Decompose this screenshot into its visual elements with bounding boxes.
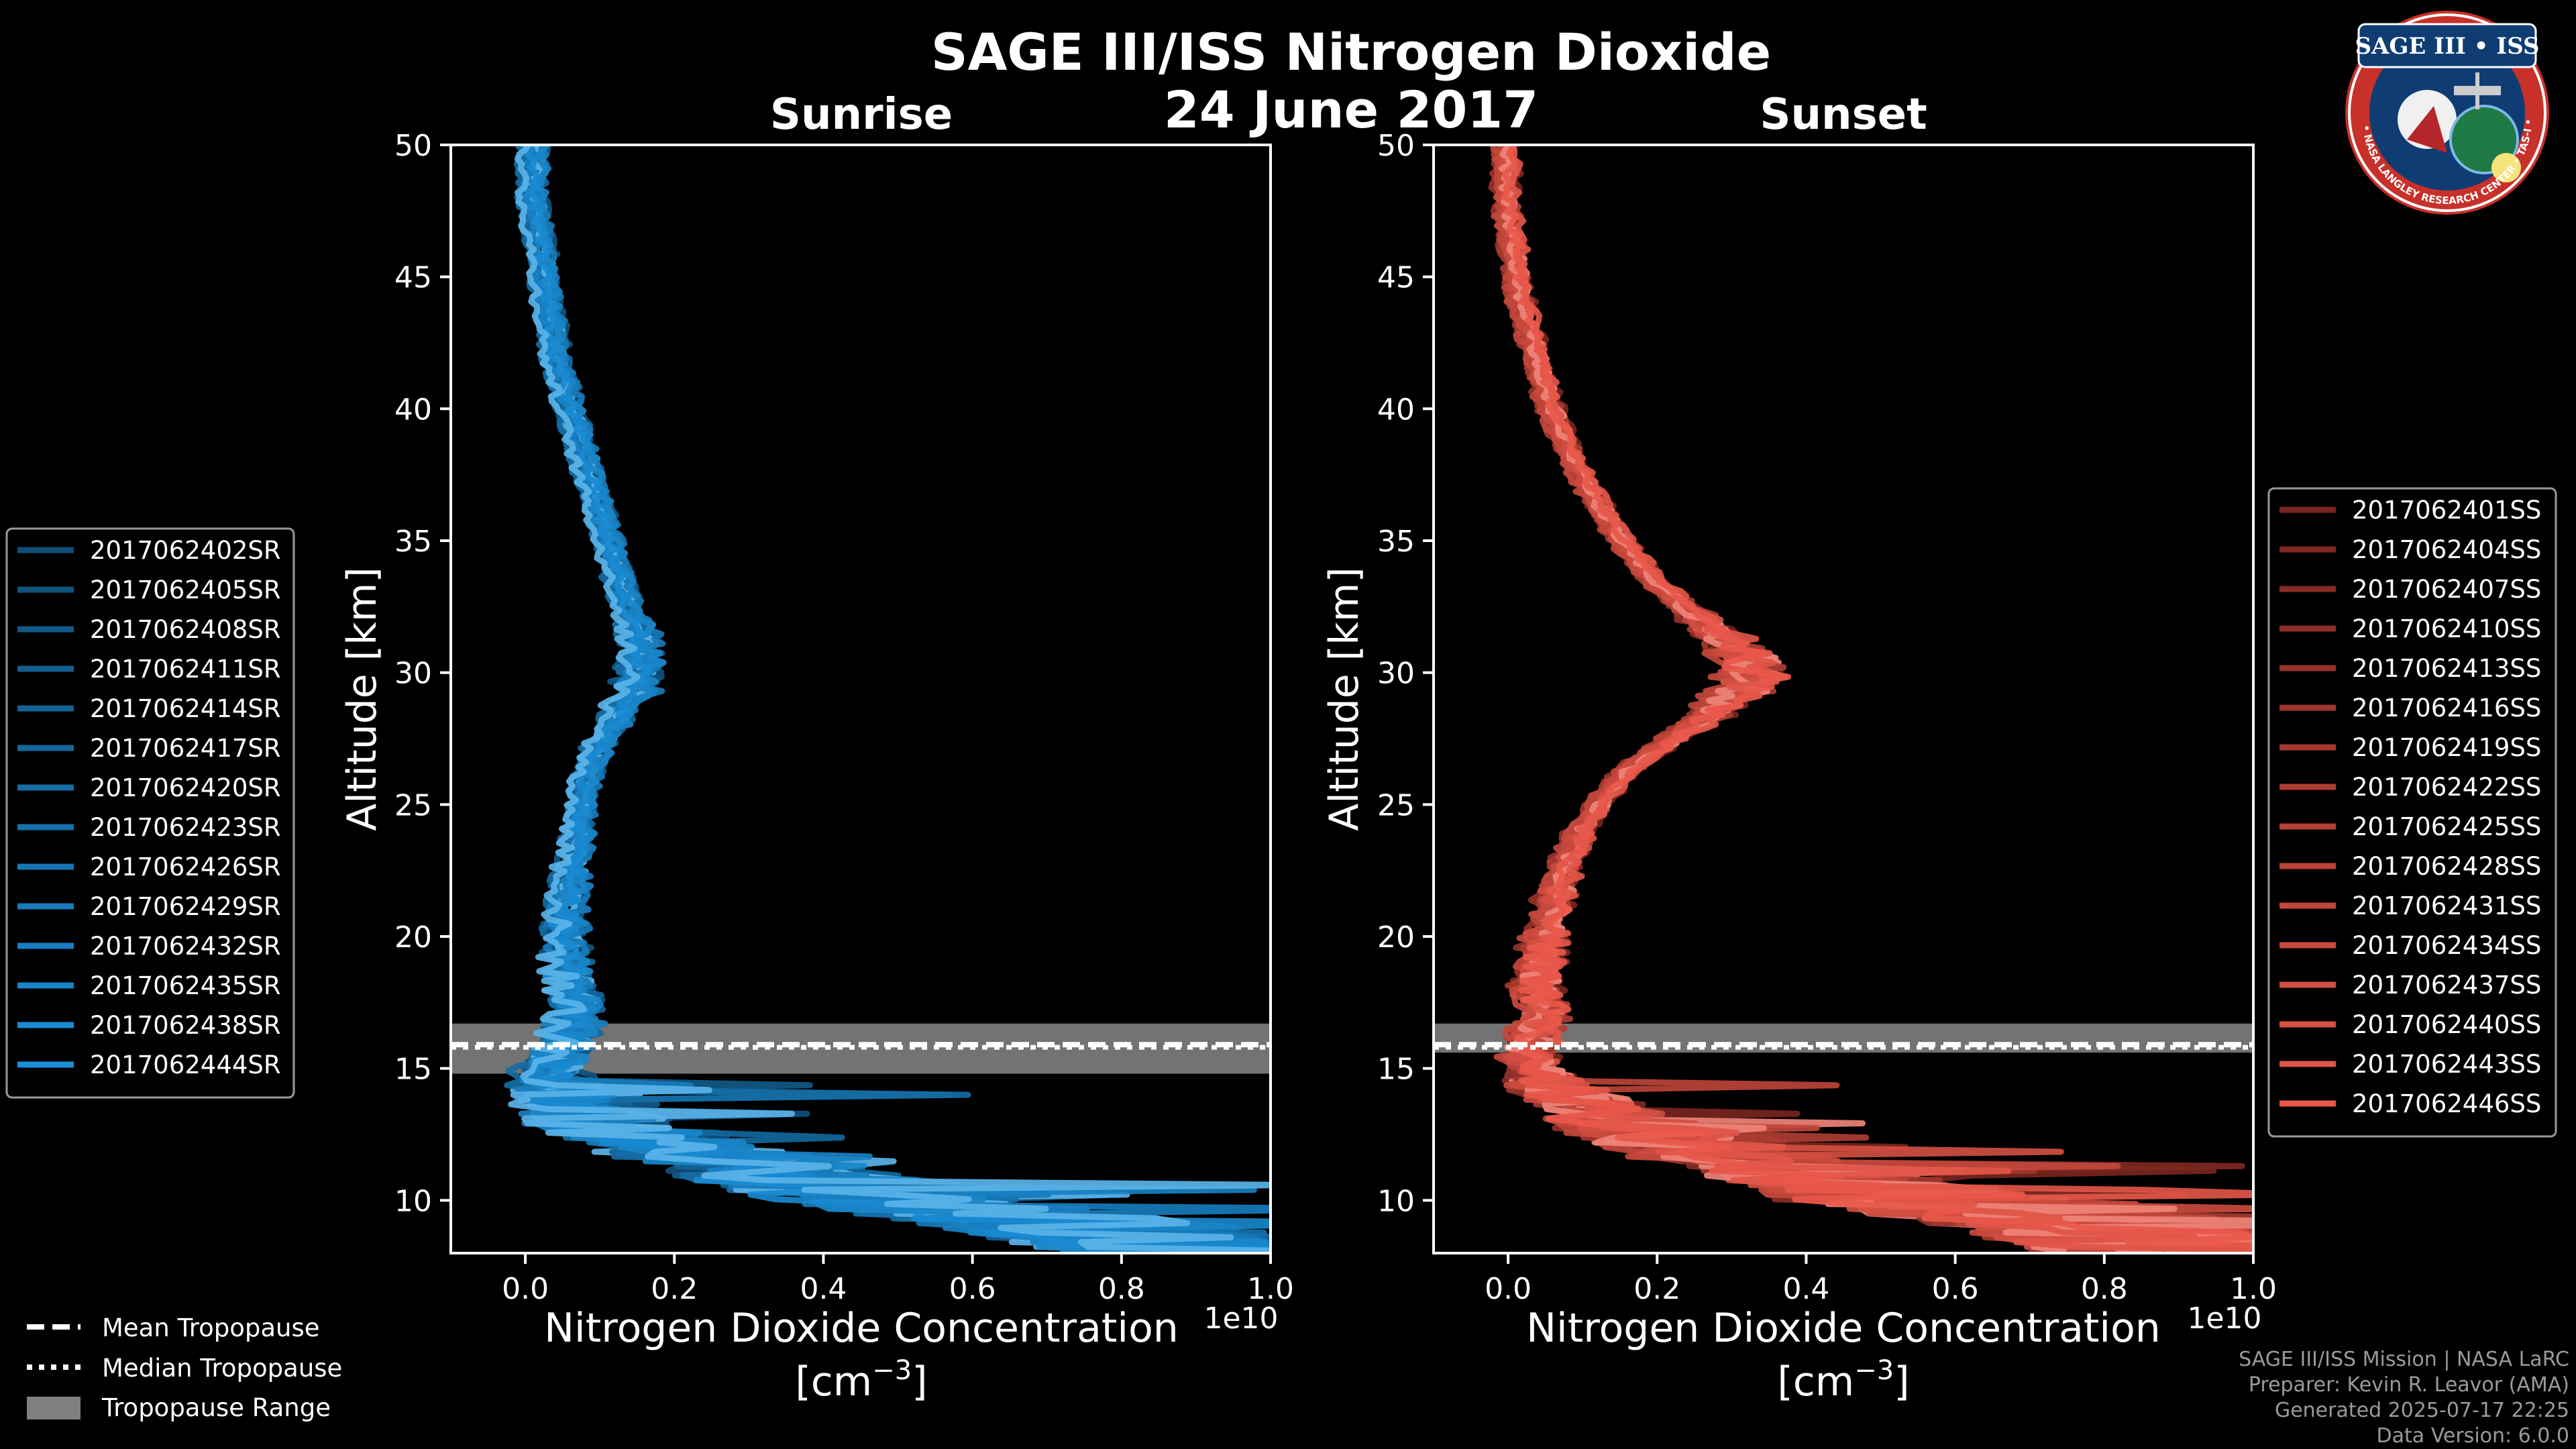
legend-label-2017062434SS: 2017062434SS — [2352, 931, 2541, 960]
legend-label-2017062428SS: 2017062428SS — [2352, 852, 2541, 881]
legend-label-2017062411SR: 2017062411SR — [90, 655, 281, 684]
mission-patch-title: SAGE III • ISS — [2355, 33, 2539, 60]
footer-data-version: Data Version: 6.0.0 — [2377, 1424, 2569, 1448]
legend-label-2017062402SR: 2017062402SR — [90, 536, 281, 565]
sunset-y-tick-label: 20 — [1377, 920, 1415, 955]
sunrise-y-tick-label: 20 — [394, 920, 432, 955]
sunset-plot-frame — [1432, 144, 2255, 1254]
sunset-x-tick-label: 1.0 — [2230, 1272, 2277, 1306]
sunset-y-tick-label: 30 — [1377, 657, 1415, 691]
legend-label-2017062429SR: 2017062429SR — [90, 892, 281, 921]
sunset-profiles — [1488, 145, 2253, 1253]
sunrise-y-tick-label: 45 — [394, 261, 432, 295]
tropopause-range-label: Tropopause Range — [101, 1393, 331, 1422]
sunset-x-tick-label: 0.8 — [2081, 1272, 2128, 1306]
sunrise-x-tick-label: 0.6 — [949, 1272, 996, 1306]
sunrise-profiles — [504, 145, 1271, 1253]
sunrise-legend: 2017062402SR 2017062405SR 2017062408SR 2017… — [5, 527, 295, 1099]
sunset-x-tick-label: 0.4 — [1782, 1272, 1829, 1306]
legend-label-2017062422SS: 2017062422SS — [2352, 773, 2541, 802]
legend-label-2017062443SS: 2017062443SS — [2352, 1050, 2541, 1079]
legend-label-2017062426SR: 2017062426SR — [90, 853, 281, 881]
legend-label-2017062440SS: 2017062440SS — [2352, 1010, 2541, 1039]
sunset-x-offset-label: 1e10 — [2187, 1301, 2261, 1336]
profile-line-2017062444SR — [508, 145, 1271, 1253]
sunrise-y-tick-label: 50 — [394, 129, 432, 163]
median-tropopause-label: Median Tropopause — [102, 1354, 342, 1383]
legend-label-2017062401SS: 2017062401SS — [2352, 496, 2541, 525]
tropopause-range-swatch — [27, 1397, 80, 1419]
footer-credits: SAGE III/ISS Mission | NASA LaRC Prepare… — [2239, 1348, 2569, 1448]
sunset-x-tick-label: 0.2 — [1633, 1272, 1680, 1306]
mean-tropopause-label: Mean Tropopause — [102, 1313, 320, 1342]
legend-label-2017062407SS: 2017062407SS — [2352, 575, 2541, 604]
legend-label-2017062410SS: 2017062410SS — [2352, 614, 2541, 643]
legend-label-2017062419SS: 2017062419SS — [2352, 733, 2541, 762]
legend-label-2017062404SS: 2017062404SS — [2352, 535, 2541, 564]
sunset-legend-frame — [2267, 487, 2557, 1138]
sunset-y-tick-label: 45 — [1377, 261, 1415, 295]
footer-generated: Generated 2025-07-17 22:25 — [2275, 1399, 2569, 1422]
profile-line-2017062446SS — [1501, 145, 2253, 1248]
sunrise-x-tick-label: 0.2 — [651, 1272, 698, 1306]
sunset-panel: 0.0 0.2 0.4 0.6 0.8 1.0 10 15 20 25 30 35 40 45 50 1e1… — [1321, 129, 2277, 1405]
sunrise-x-axis-label: Nitrogen Dioxide Concentration — [544, 1305, 1179, 1352]
sunrise-panel: 0.0 0.2 0.4 0.6 0.8 1.0 10 15 20 25 30 35 40 45 50 1e1… — [339, 129, 1294, 1405]
sunset-x-axis-units: [cm−3] — [1777, 1355, 1909, 1405]
sunrise-y-tick-label: 35 — [394, 525, 432, 559]
sunrise-legend-frame — [5, 527, 295, 1099]
legend-label-2017062408SR: 2017062408SR — [90, 615, 281, 644]
sunset-x-tick-label: 0.0 — [1485, 1272, 1532, 1306]
profile-line-2017062435SR — [525, 145, 1271, 1253]
sunset-y-tick-label: 10 — [1377, 1184, 1415, 1218]
sunrise-y-tick-label: 30 — [394, 657, 432, 691]
tropopause-legend: Mean Tropopause Median Tropopause Tropop… — [27, 1313, 342, 1422]
sunset-legend: 2017062401SS 2017062404SS 2017062407SS 2017… — [2267, 487, 2557, 1138]
profile-line-2017062438SR — [523, 145, 1271, 1252]
sunrise-x-axis-units: [cm−3] — [795, 1355, 927, 1405]
sunrise-x-tick-label: 0.8 — [1098, 1272, 1145, 1306]
legend-label-2017062417SR: 2017062417SR — [90, 734, 281, 763]
sunrise-subtitle: Sunrise — [770, 90, 953, 140]
sunset-x-axis-label: Nitrogen Dioxide Concentration — [1526, 1305, 2161, 1352]
sunrise-x-tick-label: 0.4 — [800, 1272, 847, 1306]
sunset-y-axis-label: Altitude [km] — [1321, 567, 1368, 831]
legend-label-2017062446SS: 2017062446SS — [2352, 1089, 2541, 1118]
sunset-y-tick-label: 25 — [1377, 788, 1415, 822]
legend-label-2017062431SS: 2017062431SS — [2352, 892, 2541, 920]
sunrise-x-tick-label: 1.0 — [1247, 1272, 1294, 1306]
sunset-subtitle: Sunset — [1760, 90, 1927, 140]
legend-label-2017062432SR: 2017062432SR — [90, 932, 281, 961]
date-label: 24 June 2017 — [1164, 80, 1538, 140]
legend-label-2017062414SR: 2017062414SR — [90, 694, 281, 723]
sunset-y-tick-label: 35 — [1377, 525, 1415, 559]
sunrise-y-tick-label: 10 — [394, 1184, 432, 1218]
legend-label-2017062420SR: 2017062420SR — [90, 773, 281, 802]
sunrise-x-offset-label: 1e10 — [1203, 1301, 1278, 1336]
legend-label-2017062405SR: 2017062405SR — [90, 576, 281, 604]
sunrise-y-tick-label: 25 — [394, 788, 432, 822]
footer-preparer: Preparer: Kevin R. Leavor (AMA) — [2249, 1373, 2569, 1397]
legend-label-2017062413SS: 2017062413SS — [2352, 654, 2541, 683]
legend-label-2017062425SS: 2017062425SS — [2352, 812, 2541, 841]
legend-label-2017062438SR: 2017062438SR — [90, 1011, 281, 1040]
sunset-y-tick-label: 15 — [1377, 1053, 1415, 1087]
sunrise-y-tick-label: 15 — [394, 1053, 432, 1087]
legend-label-2017062423SR: 2017062423SR — [90, 813, 281, 842]
sunrise-y-axis-label: Altitude [km] — [339, 567, 386, 831]
sunset-x-tick-label: 0.6 — [1932, 1272, 1979, 1306]
sunset-y-tick-label: 40 — [1377, 392, 1415, 427]
footer-mission: SAGE III/ISS Mission | NASA LaRC — [2239, 1348, 2569, 1371]
mission-patch-icon: SAGE III • ISS BALL • NASA LANGLEY RESEA… — [2345, 11, 2549, 215]
legend-label-2017062444SR: 2017062444SR — [90, 1051, 281, 1079]
figure-title: SAGE III/ISS Nitrogen Dioxide — [931, 22, 1771, 82]
sunset-y-tick-label: 50 — [1377, 129, 1415, 163]
legend-label-2017062416SS: 2017062416SS — [2352, 694, 2541, 722]
sunrise-plot-frame — [449, 144, 1272, 1254]
sunrise-y-tick-label: 40 — [394, 392, 432, 427]
sunrise-x-tick-label: 0.0 — [502, 1272, 549, 1306]
legend-label-2017062437SS: 2017062437SS — [2352, 971, 2541, 1000]
legend-label-2017062435SR: 2017062435SR — [90, 971, 281, 1000]
